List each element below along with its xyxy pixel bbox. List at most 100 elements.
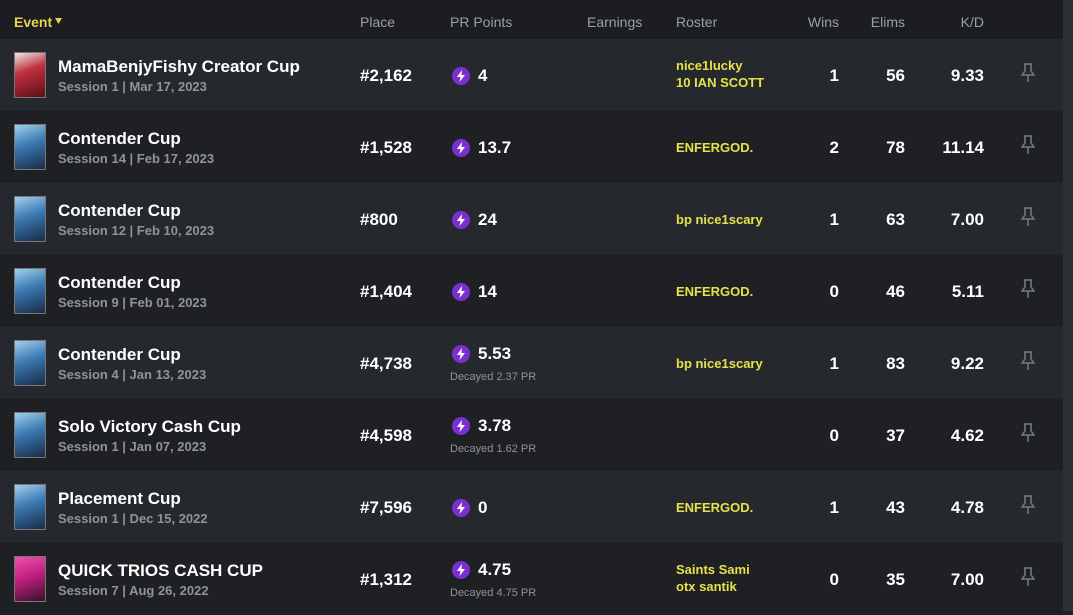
event-session: Session 14 | Feb 17, 2023	[58, 151, 215, 166]
pin-button[interactable]	[1021, 567, 1035, 587]
wins: 1	[829, 66, 839, 85]
event-session: Session 9 | Feb 01, 2023	[58, 295, 207, 310]
elims: 35	[886, 570, 905, 589]
place: #1,528	[360, 138, 412, 157]
wins: 1	[829, 354, 839, 373]
place: #4,738	[360, 354, 412, 373]
roster-player: ENFERGOD.	[676, 500, 754, 515]
kd: 4.62	[950, 426, 984, 445]
elims: 46	[886, 282, 905, 301]
table-row: MamaBenjyFishy Creator Cup Session 1 | Ma…	[0, 39, 1063, 111]
elims: 83	[886, 354, 905, 373]
event-thumbnail	[14, 268, 46, 314]
elims: 56	[886, 66, 905, 85]
pin-button[interactable]	[1021, 207, 1035, 227]
place: #7,596	[360, 498, 412, 517]
event-name: Contender Cup	[58, 201, 181, 220]
place: #1,312	[360, 570, 412, 589]
kd: 4.78	[950, 498, 984, 517]
roster-player: nice1lucky	[676, 58, 743, 73]
event-session: Session 4 | Jan 13, 2023	[58, 367, 207, 382]
table-row: Contender Cup Session 4 | Jan 13, 2023 #4,…	[0, 327, 1063, 399]
kd: 9.22	[950, 354, 984, 373]
event-session: Session 7 | Aug 26, 2022	[58, 583, 209, 598]
elims: 63	[886, 210, 905, 229]
pr-decayed: Decayed 2.37 PR	[450, 371, 537, 383]
kd: 11.14	[942, 138, 984, 157]
table-row: Contender Cup Session 14 | Feb 17, 2023 #1…	[0, 111, 1063, 183]
column-header[interactable]: Roster	[676, 14, 718, 30]
kd: 7.00	[950, 570, 984, 589]
column-header[interactable]: Elims	[870, 14, 905, 30]
roster-player: bp nice1scary	[676, 212, 763, 227]
pr-points: 4.75	[478, 560, 512, 579]
place: #4,598	[360, 426, 412, 445]
kd: 9.33	[950, 66, 984, 85]
roster-player: ENFERGOD.	[676, 140, 754, 155]
pr-icon	[452, 417, 470, 435]
event-thumbnail	[14, 124, 46, 170]
wins: 1	[829, 210, 839, 229]
event-thumbnail	[14, 340, 46, 386]
column-header[interactable]: K/D	[960, 14, 984, 30]
event-session: Session 1 | Mar 17, 2023	[58, 79, 207, 94]
pr-points: 24	[478, 210, 497, 229]
wins: 1	[829, 498, 839, 517]
column-header[interactable]: Wins	[807, 14, 839, 30]
pin-button[interactable]	[1021, 135, 1035, 155]
kd: 5.11	[951, 282, 984, 301]
pr-points: 14	[478, 282, 497, 301]
pin-button[interactable]	[1021, 63, 1035, 83]
wins: 0	[829, 570, 839, 589]
pr-decayed: Decayed 1.62 PR	[450, 443, 537, 455]
table-row: QUICK TRIOS CASH CUP Session 7 | Aug 26, …	[0, 543, 1063, 615]
table-row: Contender Cup Session 12 | Feb 10, 2023 #8…	[0, 183, 1063, 255]
pin-button[interactable]	[1021, 423, 1035, 443]
column-header[interactable]: PR Points	[450, 14, 513, 30]
pr-points: 4	[478, 66, 488, 85]
event-thumbnail	[14, 196, 46, 242]
event-thumbnail	[14, 484, 46, 530]
pr-icon	[452, 211, 470, 229]
pr-icon	[452, 283, 470, 301]
pin-button[interactable]	[1021, 495, 1035, 515]
pr-icon	[452, 561, 470, 579]
wins: 0	[829, 282, 839, 301]
kd: 7.00	[950, 210, 984, 229]
place: #1,404	[360, 282, 412, 301]
elims: 37	[886, 426, 905, 445]
pr-points: 0	[478, 498, 488, 517]
event-session: Session 1 | Jan 07, 2023	[58, 439, 207, 454]
roster-player: otx santik	[676, 579, 737, 594]
wins: 0	[829, 426, 839, 445]
sort-arrow[interactable]	[55, 18, 62, 24]
pr-icon	[452, 499, 470, 517]
wins: 2	[829, 138, 839, 157]
roster-player: 10 IAN SCOTT	[676, 75, 765, 90]
pr-icon	[452, 139, 470, 157]
event-name: Contender Cup	[58, 345, 181, 364]
pr-points: 5.53	[478, 344, 512, 363]
pin-button[interactable]	[1021, 351, 1035, 371]
table-row: Placement Cup Session 1 | Dec 15, 2022 #7,…	[0, 471, 1063, 543]
column-header[interactable]: Earnings	[587, 14, 643, 30]
roster-player: Saints Sami	[676, 562, 750, 577]
event-name: MamaBenjyFishy Creator Cup	[58, 57, 300, 76]
pr-icon	[452, 67, 470, 85]
table-header: Event Place PR Points Earnings Roster Wi…	[0, 0, 1063, 39]
pr-icon	[452, 345, 470, 363]
pr-points: 13.7	[478, 138, 512, 157]
place: #2,162	[360, 66, 412, 85]
event-session: Session 1 | Dec 15, 2022	[58, 511, 208, 526]
event-thumbnail	[14, 412, 46, 458]
event-session: Session 12 | Feb 10, 2023	[58, 223, 215, 238]
column-header[interactable]: Place	[360, 14, 396, 30]
elims: 78	[886, 138, 905, 157]
scrollbar[interactable]	[1063, 0, 1073, 611]
pin-button[interactable]	[1021, 279, 1035, 299]
event-name: Contender Cup	[58, 129, 181, 148]
event-name: QUICK TRIOS CASH CUP	[58, 561, 263, 580]
column-header[interactable]: Event	[14, 14, 53, 30]
event-thumbnail	[14, 52, 46, 98]
